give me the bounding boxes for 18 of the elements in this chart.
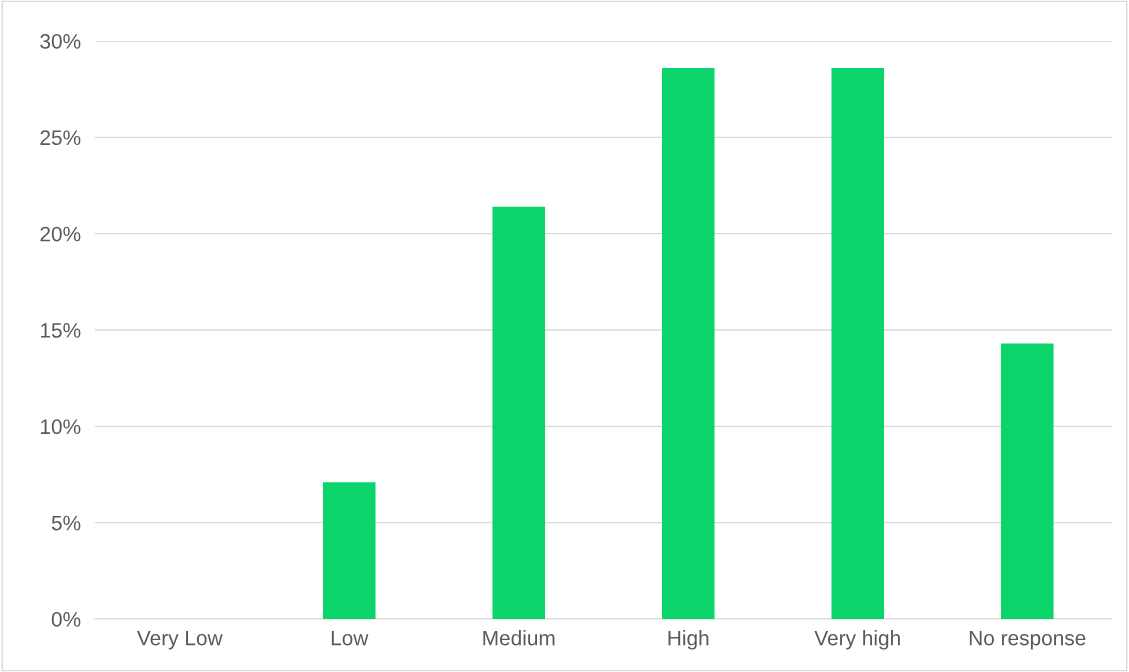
y-tick-label: 10%	[41, 419, 81, 435]
bar	[322, 482, 376, 619]
bar	[661, 67, 715, 619]
y-tick-label: 15%	[41, 323, 81, 338]
x-tick-label: No response	[969, 630, 1086, 650]
x-tick-label: High	[668, 630, 709, 650]
x-tick-label: Low	[331, 630, 369, 646]
y-tick-label: 30%	[40, 34, 81, 49]
y-tick-label: 25%	[40, 130, 81, 146]
y-tick-label: 20%	[40, 226, 81, 242]
x-tick-label: Very high	[814, 630, 900, 650]
bar	[492, 206, 546, 619]
bar	[1000, 343, 1054, 619]
y-tick-label: 5%	[51, 515, 81, 531]
x-tick-label: Medium	[483, 630, 555, 646]
x-tick-label: Very Low	[136, 630, 223, 650]
bar	[831, 67, 885, 619]
y-tick-label: 0%	[51, 612, 81, 627]
